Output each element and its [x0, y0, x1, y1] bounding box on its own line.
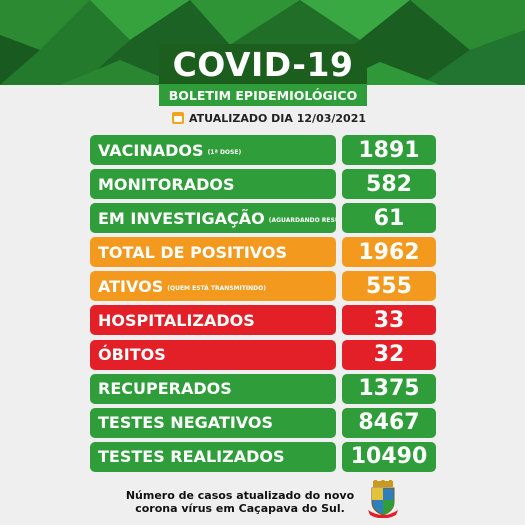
stat-label-cell: TOTAL DE POSITIVOS: [90, 237, 336, 268]
stat-value: 555: [342, 271, 436, 302]
stat-row: RECUPERADOS 1375: [90, 373, 436, 404]
stat-label: TESTES REALIZADOS: [98, 447, 285, 467]
stat-value: 582: [342, 169, 436, 200]
update-date: ATUALIZADO DIA 12/03/2021: [172, 110, 366, 126]
stat-value: 1891: [342, 135, 436, 165]
stat-row: MONITORADOS 582: [90, 169, 436, 200]
stat-row: VACINADOS (1ª DOSE) 1891: [90, 135, 436, 165]
footer-line-1: Número de casos atualizado do novo: [125, 489, 355, 502]
stat-row: ÓBITOS 32: [90, 339, 436, 370]
stat-label-cell: ÓBITOS: [90, 339, 336, 370]
municipal-crest-icon: [368, 480, 398, 518]
stat-label: TESTES NEGATIVOS: [98, 413, 273, 433]
stat-row: HOSPITALIZADOS 33: [90, 305, 436, 336]
stat-label: RECUPERADOS: [98, 379, 232, 399]
footer-line-2: corona vírus em Caçapava do Sul.: [135, 502, 345, 515]
stat-label-cell: MONITORADOS: [90, 169, 336, 200]
stat-row: TESTES REALIZADOS 10490: [90, 441, 436, 472]
stat-label-cell: TESTES REALIZADOS: [90, 441, 336, 472]
stat-value: 8467: [342, 407, 436, 438]
stat-label: ATIVOS: [98, 276, 164, 296]
page-title: COVID-19: [159, 44, 367, 84]
stat-label-cell: EM INVESTIGAÇÃO(AGUARDANDO RESULTADO): [90, 203, 336, 234]
stat-label-cell: HOSPITALIZADOS: [90, 305, 336, 336]
stat-value: 1375: [342, 373, 436, 404]
stat-label: MONITORADOS: [98, 174, 235, 194]
stat-note: (1ª DOSE): [207, 148, 242, 156]
stat-value: 33: [342, 305, 436, 336]
stat-value: 10490: [342, 441, 436, 472]
stat-row: EM INVESTIGAÇÃO(AGUARDANDO RESULTADO)61: [90, 203, 436, 234]
footer-note: Número de casos atualizado do novo coron…: [115, 489, 365, 515]
stats-table: VACINADOS (1ª DOSE) 1891 MONITORADOS 582 EM I…: [90, 135, 436, 476]
calendar-icon: [172, 112, 184, 124]
stat-label: EM INVESTIGAÇÃO: [98, 208, 265, 228]
stat-label-cell: TESTES NEGATIVOS: [90, 407, 336, 438]
stat-label: VACINADOS: [98, 140, 204, 160]
stat-note: (AGUARDANDO RESULTADO): [268, 216, 336, 224]
stat-label-cell: ATIVOS (QUEM ESTÁ TRANSMITINDO): [90, 271, 336, 302]
stat-note: (QUEM ESTÁ TRANSMITINDO): [167, 284, 266, 292]
stat-label-cell: VACINADOS (1ª DOSE): [90, 135, 336, 165]
stat-row: TOTAL DE POSITIVOS 1962: [90, 237, 436, 268]
stat-row: ATIVOS (QUEM ESTÁ TRANSMITINDO) 555: [90, 271, 436, 302]
stat-value: 61: [342, 203, 436, 234]
stat-value: 32: [342, 339, 436, 370]
stat-label: ÓBITOS: [98, 345, 166, 365]
update-date-label: ATUALIZADO DIA 12/03/2021: [189, 111, 367, 125]
stat-label-cell: RECUPERADOS: [90, 373, 336, 404]
stat-row: TESTES NEGATIVOS 8467: [90, 407, 436, 438]
stat-value: 1962: [342, 237, 436, 268]
page-subtitle: BOLETIM EPIDEMIOLÓGICO: [159, 84, 367, 106]
stat-label: HOSPITALIZADOS: [98, 310, 255, 330]
stat-label: TOTAL DE POSITIVOS: [98, 242, 288, 262]
